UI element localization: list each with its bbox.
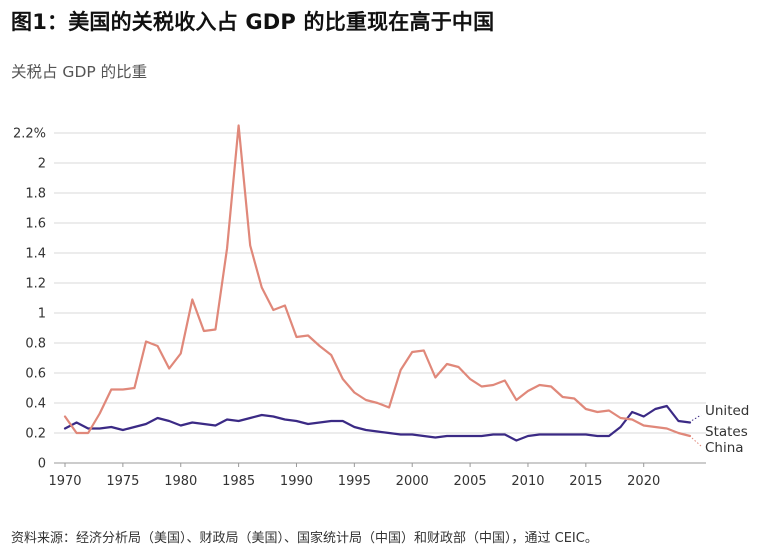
y-tick-label: 1.4 [25, 247, 46, 262]
x-tick-label: 2010 [511, 474, 544, 489]
us-series-label: United [705, 403, 749, 419]
y-axis-labels: 0 0.2 0.4 0.6 0.8 1 1.2 1.4 1.6 1.8 2 2.2% [13, 127, 46, 472]
china-label-leader [691, 437, 702, 447]
y-tick-label: 2 [38, 157, 46, 172]
series-lines [63, 124, 692, 442]
gridlines [54, 132, 706, 464]
x-tick-label: 1975 [106, 474, 139, 489]
y-tick-label: 1.6 [25, 217, 46, 232]
x-tick-label: 1990 [280, 474, 313, 489]
chart-subtitle: 关税占 GDP 的比重 [11, 63, 148, 81]
x-tick-label: 1985 [222, 474, 255, 489]
x-tick-label: 2015 [569, 474, 602, 489]
source-note: 资料来源：经济分析局（美国）、财政局（美国）、国家统计局（中国）和财政部（中国）… [11, 531, 598, 546]
y-tick-label: 1.8 [25, 187, 46, 202]
us-series-label: States [705, 424, 748, 440]
y-tick-label: 0.4 [25, 397, 46, 412]
x-tick-label: 2000 [396, 474, 429, 489]
series-line-us [63, 404, 692, 442]
x-axis-labels: 1970 1975 1980 1985 1990 1995 2000 2005 2010 2015… [48, 463, 660, 489]
chart-title: 图1：美国的关税收入占 GDP 的比重现在高于中国 [11, 10, 495, 34]
us-label-leader [691, 414, 702, 421]
x-tick-label: 2005 [454, 474, 487, 489]
x-tick-label: 2020 [627, 474, 660, 489]
china-series-label: China [705, 440, 744, 456]
y-tick-label: 2.2% [13, 127, 46, 142]
x-tick-label: 1995 [338, 474, 371, 489]
series-line-china [63, 124, 692, 438]
y-tick-label: 0 [38, 457, 46, 472]
y-tick-label: 1 [38, 307, 46, 322]
y-tick-label: 1.2 [25, 277, 46, 292]
x-tick-label: 1980 [164, 474, 197, 489]
y-tick-label: 0.8 [25, 337, 46, 352]
x-tick-label: 1970 [48, 474, 81, 489]
y-tick-label: 0.2 [25, 427, 46, 442]
y-tick-label: 0.6 [25, 367, 46, 382]
